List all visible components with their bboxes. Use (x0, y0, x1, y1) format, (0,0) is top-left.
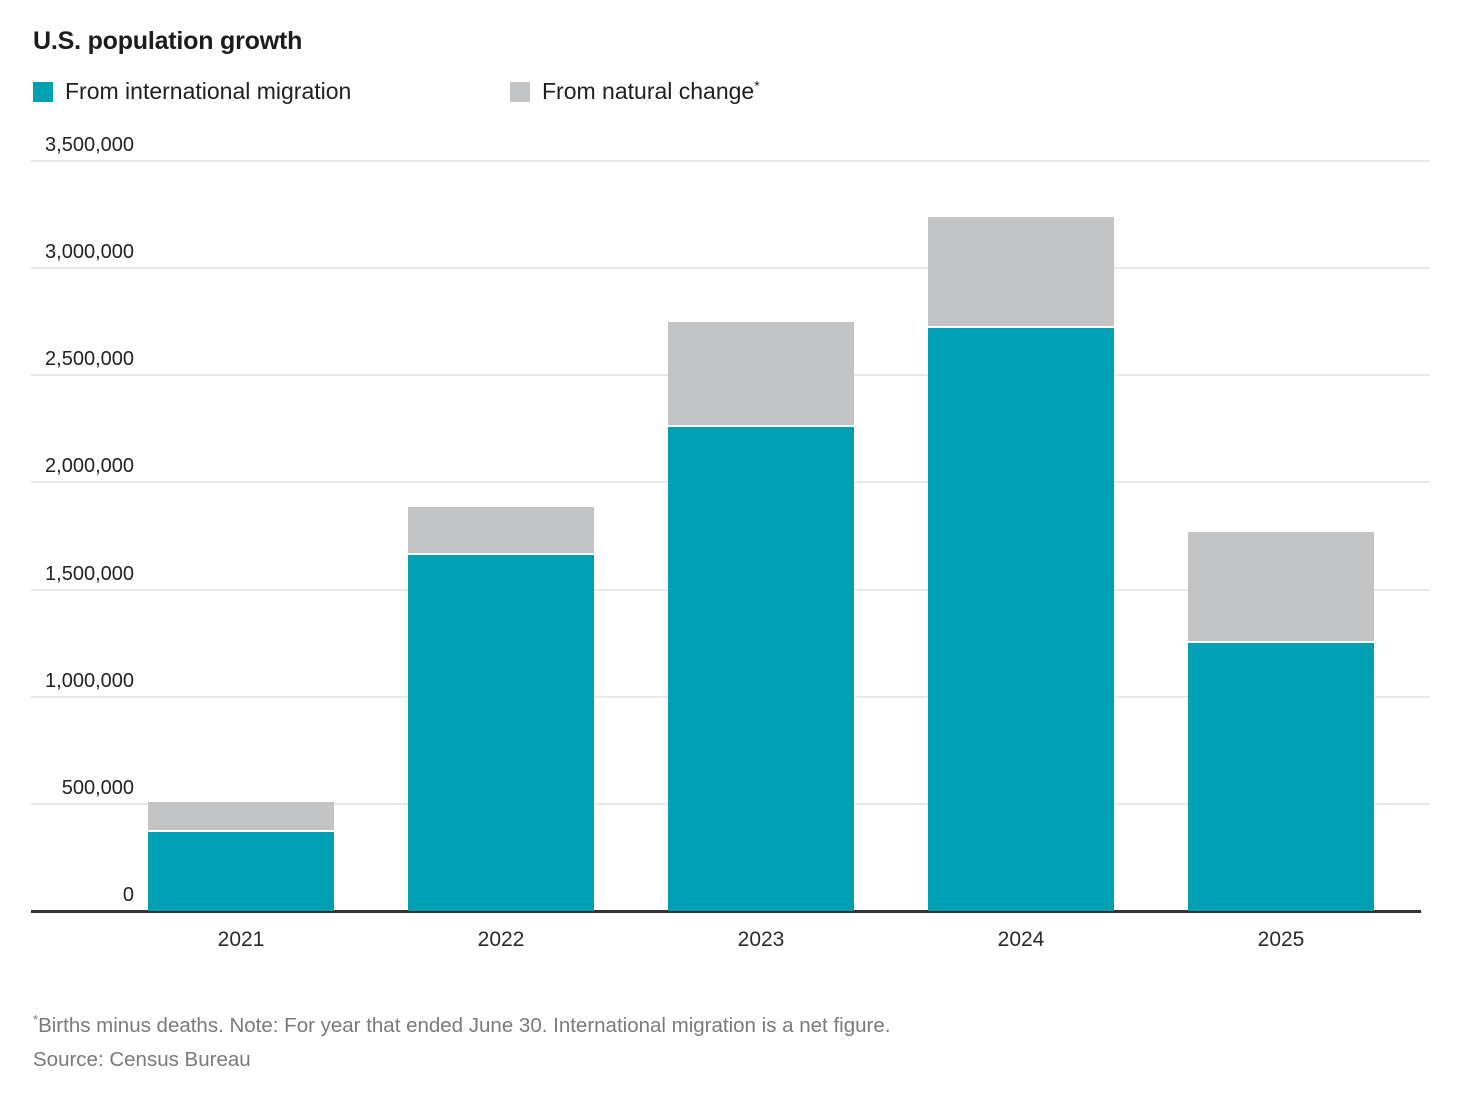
y-tick-label-2000000: 2,000,000 (45, 455, 134, 478)
x-axis-line (31, 910, 1421, 913)
y-gridline-3000000 (31, 267, 1430, 270)
footnote-asterisk: * (33, 1012, 39, 1028)
source-line: Source: Census Bureau (33, 1048, 251, 1071)
x-tick-label-2023: 2023 (737, 928, 785, 951)
y-tick-label-3500000: 3,500,000 (45, 134, 134, 156)
y-tick-label-1000000: 1,000,000 (45, 669, 134, 692)
y-gridline-3500000 (31, 160, 1430, 162)
bar-2021-from-international-migration (148, 831, 334, 911)
x-tick-label-2022: 2022 (477, 928, 525, 951)
legend-asterisk: * (754, 77, 760, 94)
bar-2024-from-international-migration (928, 328, 1114, 911)
footnote-text: Births minus deaths. Note: For year that… (38, 1014, 891, 1037)
legend-label-international-migration: From international migration (65, 78, 352, 104)
legend-item-natural-change: From natural change* (510, 78, 760, 105)
y-tick-label-1500000: 1,500,000 (45, 562, 134, 585)
y-tick-label-2500000: 2,500,000 (45, 348, 134, 371)
x-tick-label-2021: 2021 (217, 928, 265, 951)
chart-title: U.S. population growth (33, 27, 303, 55)
legend-swatch-natural-change (510, 81, 530, 102)
x-tick-label-2024: 2024 (997, 928, 1045, 951)
footnote-line: *Births minus deaths. Note: For year tha… (33, 1009, 890, 1043)
bar-2022-from-international-migration (408, 555, 594, 911)
bar-2021-from-natural-change (148, 801, 334, 830)
y-tick-label-500000: 500,000 (61, 776, 134, 799)
bar-2025-from-international-migration (1188, 643, 1374, 911)
bar-2023-from-natural-change (668, 321, 854, 425)
x-tick-label-2025: 2025 (1257, 928, 1305, 951)
legend-swatch-international-migration (33, 81, 53, 102)
bar-2024-from-natural-change (928, 216, 1114, 327)
bar-2025-from-natural-change (1188, 531, 1374, 642)
bar-2022-from-natural-change (408, 507, 594, 554)
y-tick-label-3000000: 3,000,000 (45, 241, 134, 264)
legend-label-natural-change: From natural change* (542, 77, 760, 104)
chart-footnote: *Births minus deaths. Note: For year tha… (33, 1009, 890, 1077)
legend: From international migration From natura… (0, 78, 1459, 108)
y-tick-label-0: 0 (122, 884, 134, 906)
legend-item-international-migration: From international migration (33, 78, 351, 105)
bar-2023-from-international-migration (668, 426, 854, 911)
